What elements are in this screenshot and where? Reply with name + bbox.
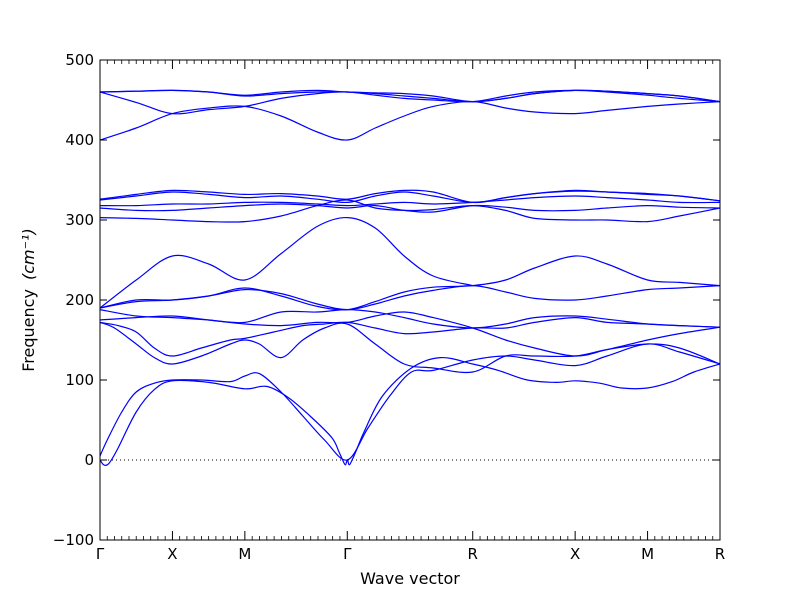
y-axis-label-unit: (cm⁻¹) xyxy=(19,228,38,280)
band-lines xyxy=(100,89,720,466)
y-tick-label: −100 xyxy=(53,531,94,549)
band-line-1 xyxy=(100,356,720,466)
band-line-2 xyxy=(100,343,720,461)
y-axis-label: Frequency (cm⁻¹) xyxy=(19,228,38,371)
band-line-15 xyxy=(100,100,720,141)
y-tick-label: 200 xyxy=(65,291,94,309)
x-tick-label: M xyxy=(641,545,654,563)
x-tick-label: Γ xyxy=(96,545,105,563)
x-tick-label: M xyxy=(238,545,251,563)
y-tick-label: 0 xyxy=(84,451,94,469)
band-line-11 xyxy=(100,203,720,213)
band-line-18 xyxy=(100,89,720,103)
band-line-16 xyxy=(100,89,720,115)
band-line-8 xyxy=(100,255,720,311)
band-line-14 xyxy=(100,189,720,204)
y-axis-ticks: −100 0 100 200 300 400 500 xyxy=(53,51,720,549)
band-line-12 xyxy=(100,195,720,207)
x-tick-label: X xyxy=(167,545,177,563)
y-tick-label: 300 xyxy=(65,211,94,229)
band-line-6 xyxy=(100,308,720,329)
x-tick-label: X xyxy=(570,545,580,563)
y-tick-label: 500 xyxy=(65,51,94,69)
x-tick-label: R xyxy=(715,545,725,563)
x-axis-label: Wave vector xyxy=(360,569,460,588)
y-tick-label: 400 xyxy=(65,131,94,149)
x-tick-label: Γ xyxy=(343,545,352,563)
y-axis-label-text: Frequency xyxy=(19,289,38,372)
band-line-9 xyxy=(100,216,473,309)
x-tick-label: R xyxy=(468,545,478,563)
y-tick-label: 100 xyxy=(65,371,94,389)
